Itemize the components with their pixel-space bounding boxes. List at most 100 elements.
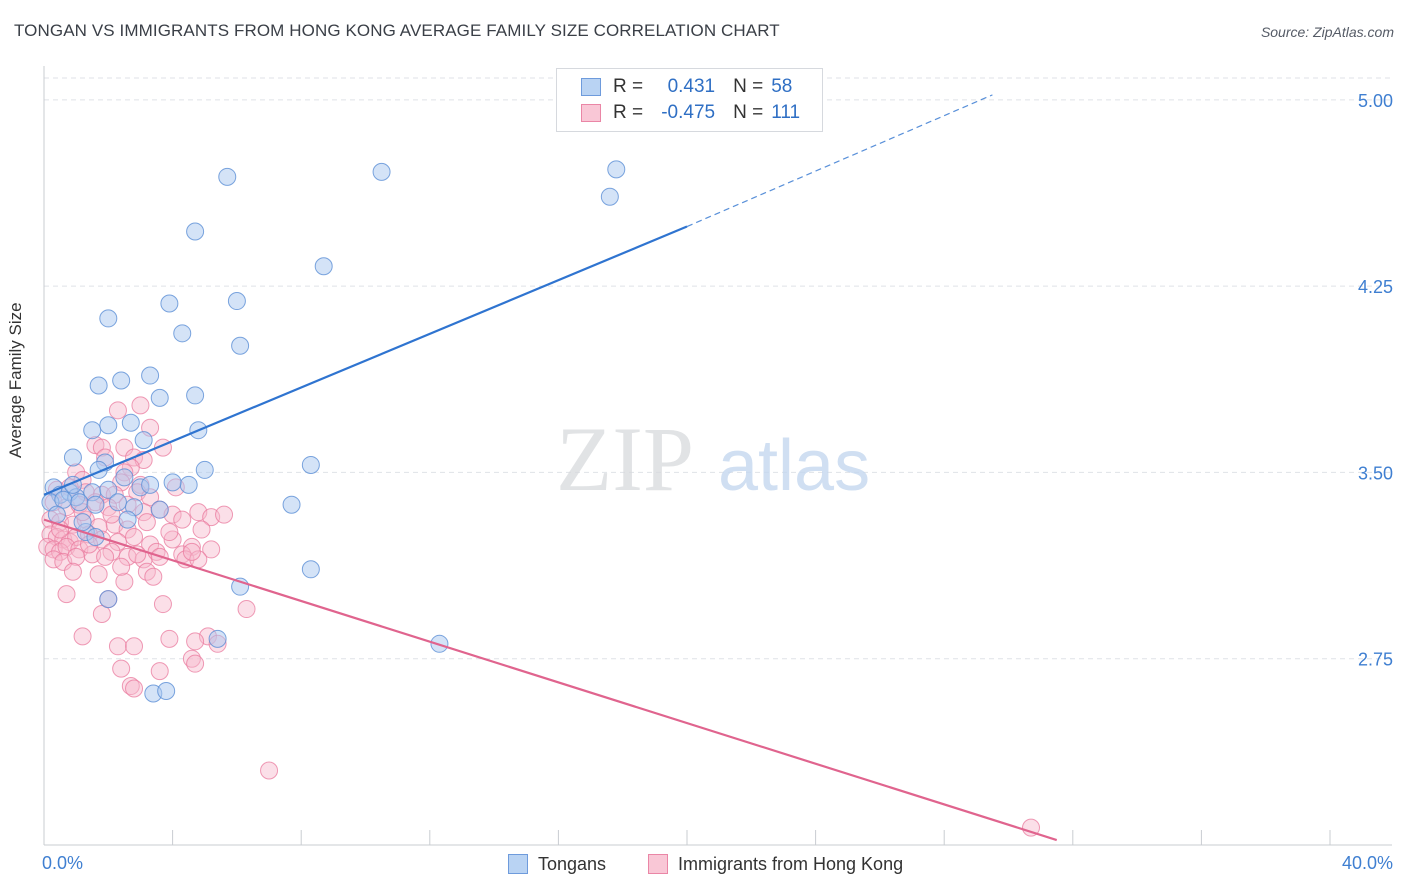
data-point-tongans (607, 160, 626, 179)
data-point-tongans (108, 493, 127, 512)
data-point-tongans (150, 388, 169, 407)
bottom-legend-swatch-pink (648, 854, 668, 874)
data-point-hong-kong (137, 513, 156, 532)
data-point-hong-kong (115, 438, 134, 457)
data-point-tongans (112, 371, 131, 390)
y-tick-label: 2.75 (1358, 650, 1393, 670)
y-axis-label: Average Family Size (6, 302, 25, 458)
series-tongans (41, 160, 626, 703)
data-point-tongans (86, 495, 105, 514)
data-point-hong-kong (125, 637, 144, 656)
data-point-tongans (227, 292, 246, 311)
data-point-tongans (89, 376, 108, 395)
y-tick-label: 4.25 (1358, 277, 1393, 297)
data-point-hong-kong (57, 585, 76, 604)
tick-labels: 2.75 3.50 4.25 5.00 0.0% 40.0% (42, 91, 1393, 873)
legend-n-value: 111 (771, 102, 801, 123)
data-point-tongans (99, 416, 118, 435)
data-point-hong-kong (108, 637, 127, 656)
data-point-hong-kong (112, 557, 131, 576)
legend-swatch-blue (581, 78, 601, 96)
data-point-tongans (173, 324, 192, 343)
data-point-hong-kong (73, 627, 92, 646)
source-label: Source: ZipAtlas.com (1260, 24, 1394, 40)
data-point-hong-kong (186, 632, 205, 651)
data-point-tongans (141, 475, 160, 494)
y-tick-label: 3.50 (1358, 463, 1393, 483)
data-point-hong-kong (237, 600, 256, 619)
data-point-tongans (99, 309, 118, 328)
data-point-hong-kong (144, 567, 163, 586)
data-point-tongans (208, 629, 227, 648)
data-point-hong-kong (131, 396, 150, 415)
legend-swatch-pink (581, 104, 601, 122)
bottom-legend-swatch-blue (508, 854, 528, 874)
data-point-hong-kong (112, 659, 131, 678)
data-point-hong-kong (96, 547, 115, 566)
legend-n-label: N = (733, 76, 764, 97)
data-point-hong-kong (215, 505, 234, 524)
data-point-hong-kong (186, 654, 205, 673)
data-point-tongans (600, 187, 619, 206)
x-tick-label-min: 0.0% (42, 853, 83, 873)
legend-row-tongans: R = 0.431 N = 58 (581, 75, 792, 99)
data-point-tongans (314, 257, 333, 276)
trend-line-hong-kong (43, 518, 1058, 842)
data-point-tongans (282, 495, 301, 514)
data-point-tongans (118, 510, 137, 529)
stats-legend: R = 0.431 N = 58 R = -0.475 N = 111 (556, 68, 823, 132)
data-point-tongans (186, 386, 205, 405)
data-point-hong-kong (63, 562, 82, 581)
bottom-legend-hong-kong: Immigrants from Hong Kong (648, 852, 903, 876)
trend-line-tongans-extension (686, 94, 993, 228)
legend-row-hong-kong: R = -0.475 N = 111 (581, 101, 800, 125)
data-point-tongans (121, 413, 140, 432)
legend-r-label: R = (613, 102, 644, 123)
axes (43, 66, 1392, 846)
chart-title: TONGAN VS IMMIGRANTS FROM HONG KONG AVER… (14, 21, 780, 40)
legend-n-label: N = (733, 102, 764, 123)
data-point-tongans (134, 431, 153, 450)
legend-n-value: 58 (771, 76, 793, 97)
data-point-hong-kong (67, 547, 86, 566)
data-point-tongans (301, 560, 320, 579)
data-point-hong-kong (160, 523, 179, 542)
y-tick-label: 5.00 (1358, 91, 1393, 111)
x-tick-label-max: 40.0% (1342, 853, 1393, 873)
data-point-tongans (115, 468, 134, 487)
data-point-hong-kong (192, 520, 211, 539)
data-point-hong-kong (92, 605, 111, 623)
data-point-tongans (47, 505, 66, 524)
data-point-hong-kong (150, 662, 169, 681)
data-point-hong-kong (1022, 818, 1041, 837)
data-point-tongans (195, 460, 214, 479)
data-point-tongans (160, 294, 179, 313)
data-point-tongans (141, 366, 160, 385)
bottom-legend-tongans: Tongans (508, 852, 606, 876)
data-point-tongans (163, 473, 182, 492)
data-point-hong-kong (153, 595, 172, 614)
bottom-legend-label-hong-kong: Immigrants from Hong Kong (678, 853, 904, 874)
data-point-tongans (218, 167, 237, 186)
data-point-tongans (301, 455, 320, 474)
data-point-tongans (63, 448, 82, 467)
data-point-tongans (83, 421, 102, 440)
data-point-hong-kong (160, 629, 179, 648)
trend-line-tongans (43, 225, 688, 496)
data-point-tongans (372, 162, 391, 181)
data-point-tongans (231, 336, 250, 355)
data-point-hong-kong (182, 649, 201, 668)
data-point-tongans (73, 513, 92, 532)
data-point-tongans (179, 475, 198, 494)
watermark-zip: ZIP (556, 408, 694, 510)
data-point-hong-kong (173, 510, 192, 529)
data-point-tongans (99, 590, 118, 609)
data-point-tongans (150, 500, 169, 519)
data-point-tongans (186, 222, 205, 241)
data-point-hong-kong (121, 677, 140, 696)
data-point-hong-kong (125, 679, 144, 698)
grid-lines (44, 77, 1392, 660)
data-point-hong-kong (89, 565, 108, 584)
data-point-hong-kong (182, 542, 201, 561)
